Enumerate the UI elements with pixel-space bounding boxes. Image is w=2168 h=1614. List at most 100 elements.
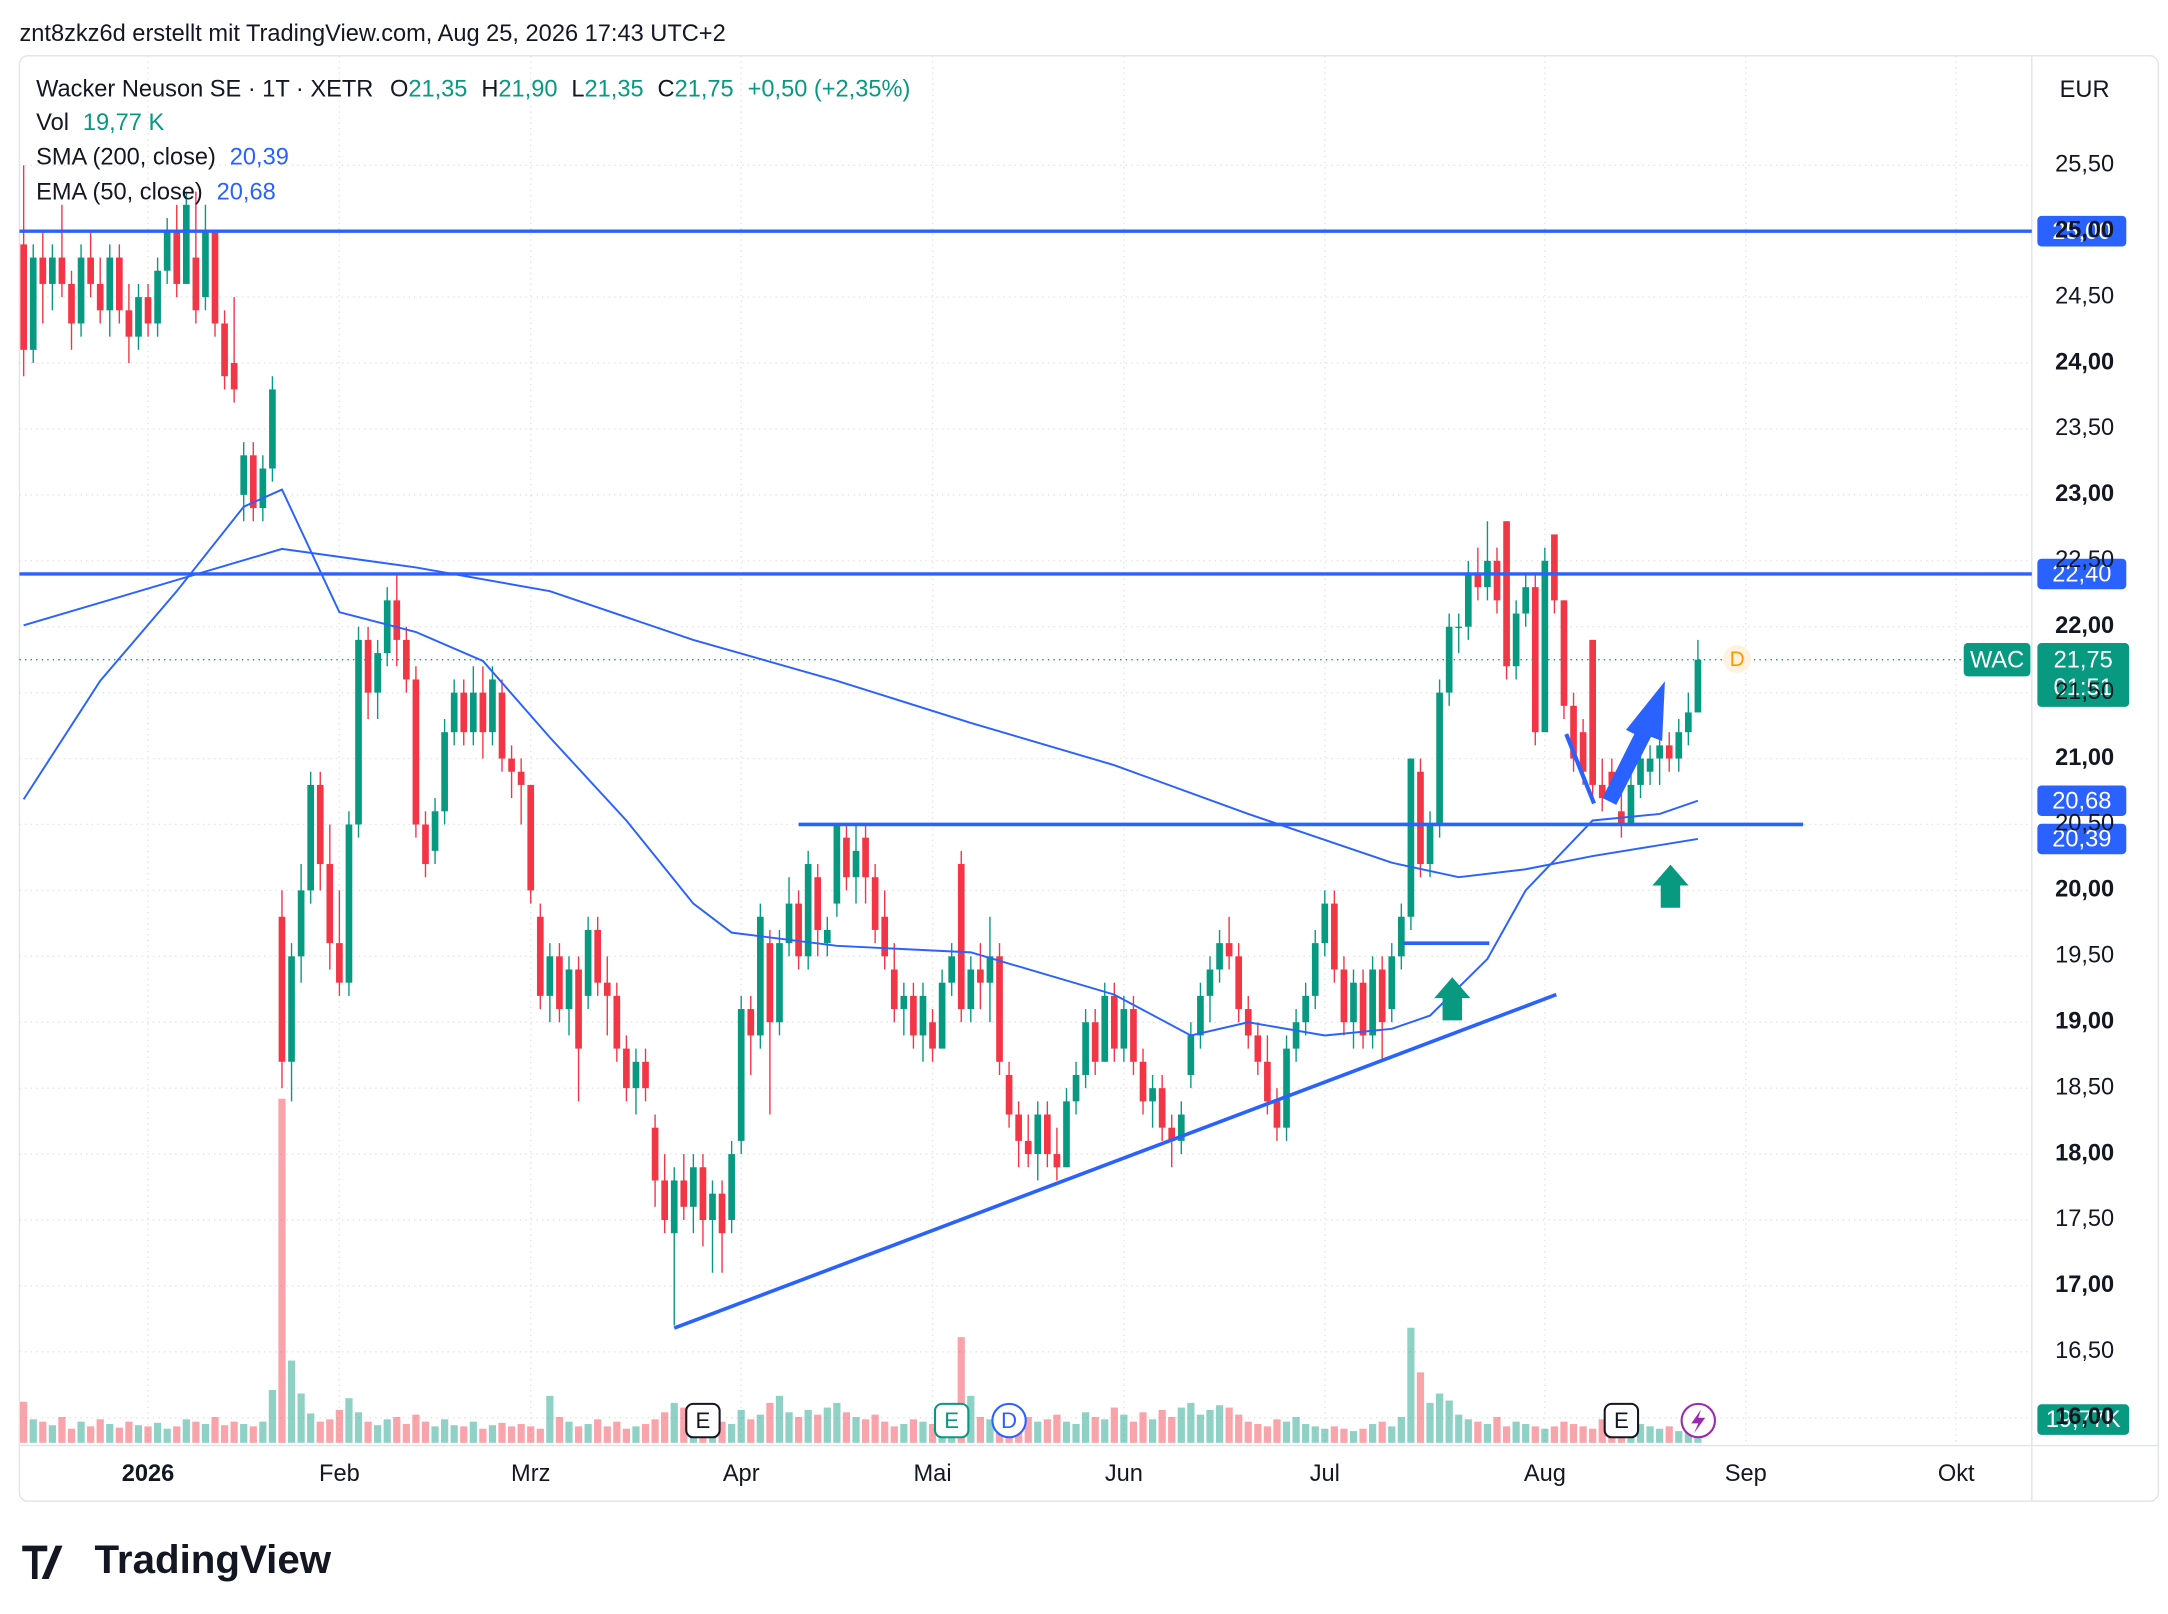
candle-body bbox=[1560, 600, 1568, 706]
candle-body bbox=[1675, 732, 1683, 759]
candle-body bbox=[948, 956, 956, 983]
volume-bar bbox=[651, 1419, 659, 1443]
volume-bar bbox=[1474, 1421, 1482, 1443]
volume-label: 19,77K bbox=[2046, 1407, 2121, 1433]
volume-bar bbox=[861, 1419, 870, 1443]
volume-bar bbox=[1235, 1414, 1243, 1443]
volume-bar bbox=[1369, 1424, 1377, 1443]
volume-bar bbox=[967, 1395, 975, 1443]
volume-bar bbox=[1426, 1402, 1434, 1443]
candle-body bbox=[776, 943, 783, 1023]
volume-bar bbox=[565, 1421, 573, 1443]
volume-bar bbox=[240, 1424, 248, 1443]
event-badge[interactable] bbox=[1603, 1402, 1640, 1439]
volume-bar bbox=[718, 1421, 726, 1443]
candle-body bbox=[919, 995, 927, 1036]
volume-bar bbox=[1522, 1424, 1530, 1443]
candle-body bbox=[1665, 745, 1673, 759]
volume-bar bbox=[488, 1425, 497, 1443]
candle-body bbox=[1254, 1035, 1262, 1062]
candle-body bbox=[823, 929, 831, 944]
event-label: E bbox=[696, 1408, 711, 1433]
volume-bar bbox=[1493, 1416, 1501, 1443]
volume-bar bbox=[1636, 1424, 1645, 1443]
volume-bar bbox=[479, 1428, 487, 1443]
volume-bar bbox=[163, 1428, 171, 1443]
indicator-legend: EMA (50, close) 20,68 bbox=[36, 180, 276, 206]
drawings bbox=[19, 229, 2032, 1330]
volume-bar bbox=[594, 1419, 602, 1443]
dividend-flag[interactable]: D bbox=[1730, 648, 1745, 671]
x-tick-label: Jul bbox=[1310, 1461, 1340, 1487]
volume-bar bbox=[144, 1426, 152, 1443]
volume-bar bbox=[507, 1426, 516, 1443]
candle-body bbox=[1321, 903, 1329, 944]
candle-body bbox=[651, 1127, 659, 1181]
candle-body bbox=[967, 969, 975, 1010]
event-badge[interactable] bbox=[685, 1402, 721, 1439]
candle-body bbox=[536, 916, 544, 996]
candle-body bbox=[1302, 995, 1309, 1023]
candle-body bbox=[1292, 1022, 1300, 1049]
change: +0,50 (+2,35%) bbox=[748, 77, 911, 103]
candle-body bbox=[986, 956, 994, 983]
event-badge[interactable] bbox=[991, 1402, 1027, 1439]
candle-body bbox=[1216, 943, 1223, 970]
x-tick-label: 2026 bbox=[122, 1461, 175, 1487]
volume-bar bbox=[574, 1426, 583, 1443]
volume-bar bbox=[976, 1416, 984, 1443]
candle-body bbox=[383, 600, 391, 654]
candle-body bbox=[852, 850, 860, 878]
x-tick-label: Apr bbox=[723, 1461, 760, 1487]
volume-bar bbox=[1560, 1421, 1568, 1443]
candle-body bbox=[1598, 784, 1606, 799]
ohlc-key: L bbox=[571, 77, 584, 103]
volume-bar bbox=[1311, 1426, 1319, 1443]
candle-body bbox=[833, 824, 841, 904]
candle-body bbox=[1417, 771, 1424, 865]
volume-bar bbox=[450, 1425, 458, 1443]
candle-body bbox=[1694, 659, 1702, 713]
candle-body bbox=[508, 758, 515, 772]
up-arrow-blue bbox=[1602, 681, 1665, 805]
candle-body bbox=[718, 1193, 726, 1234]
y-tick-label: 20,00 bbox=[2055, 877, 2114, 903]
volume-bar bbox=[354, 1412, 363, 1443]
indicator-value: 20,68 bbox=[217, 180, 276, 206]
volume-bar bbox=[431, 1426, 439, 1443]
volume-bar bbox=[106, 1424, 114, 1443]
volume-bar bbox=[364, 1421, 372, 1443]
volume-bar bbox=[1388, 1426, 1396, 1443]
y-tick-label: 25,50 bbox=[2055, 152, 2114, 178]
y-tick-label: 22,50 bbox=[2055, 547, 2114, 573]
ohlc-value: 21,35 bbox=[585, 77, 644, 103]
last-price-box bbox=[2037, 642, 2130, 707]
event-label: E bbox=[944, 1408, 959, 1433]
candle-body bbox=[517, 771, 525, 785]
volume-bar bbox=[297, 1393, 305, 1443]
candle-body bbox=[804, 864, 812, 957]
candle-body bbox=[1541, 560, 1549, 733]
candle-body bbox=[1589, 639, 1597, 785]
candle-body bbox=[1426, 824, 1434, 865]
candle-body bbox=[1474, 573, 1482, 588]
event-badge[interactable] bbox=[933, 1402, 970, 1439]
candle-body bbox=[613, 995, 621, 1049]
volume-bar bbox=[20, 1401, 28, 1443]
volume-bar bbox=[412, 1414, 420, 1443]
candle-body bbox=[58, 257, 66, 284]
volume-bar bbox=[1082, 1412, 1090, 1443]
candle-body bbox=[211, 231, 219, 324]
candle-body bbox=[1082, 1022, 1089, 1075]
candle-body bbox=[96, 283, 104, 311]
candle-body bbox=[1646, 758, 1654, 772]
ema-line bbox=[22, 488, 1699, 1037]
volume-bar bbox=[1043, 1419, 1051, 1443]
volume-bar bbox=[536, 1428, 544, 1443]
volume-bar bbox=[842, 1412, 851, 1443]
volume-bar bbox=[460, 1426, 468, 1443]
volume-bar bbox=[1139, 1412, 1147, 1443]
volume-label-box bbox=[2037, 1404, 2130, 1435]
candle-body bbox=[747, 1009, 755, 1036]
